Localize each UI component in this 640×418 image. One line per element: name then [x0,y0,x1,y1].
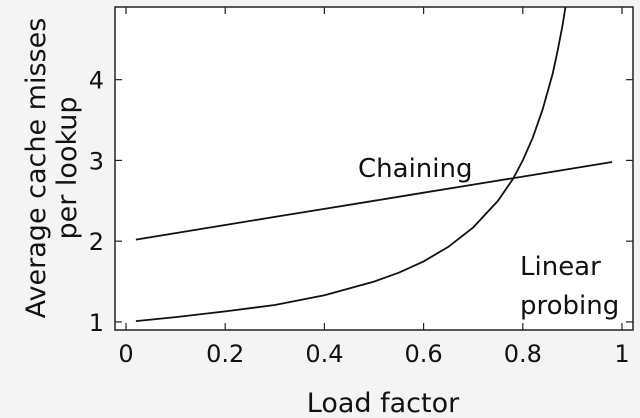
x-tick-label: 0 [118,340,133,368]
y-tick-label: 4 [89,67,104,95]
y-axis-label-line1: Average cache misses [21,18,52,319]
x-tick-label: 0.4 [305,340,343,368]
y-axis-label-line2: per lookup [52,96,83,239]
series-line-chaining [135,161,613,241]
x-tick-label: 0.2 [206,340,244,368]
y-tick-label: 1 [89,309,104,337]
annotation-probing: probing [520,291,619,321]
x-tick-label: 0.8 [504,340,542,368]
x-axis-label: Load factor [307,388,460,418]
y-tick-label: 2 [89,228,104,256]
annotation-linear: Linear [520,252,601,282]
annotation-chaining: Chaining [358,154,472,184]
y-tick-label: 3 [89,147,104,175]
plot-frame [114,6,634,331]
x-tick-label: 1 [614,340,629,368]
x-tick-label: 0.6 [405,340,443,368]
series-line-linear-probing [135,7,567,322]
